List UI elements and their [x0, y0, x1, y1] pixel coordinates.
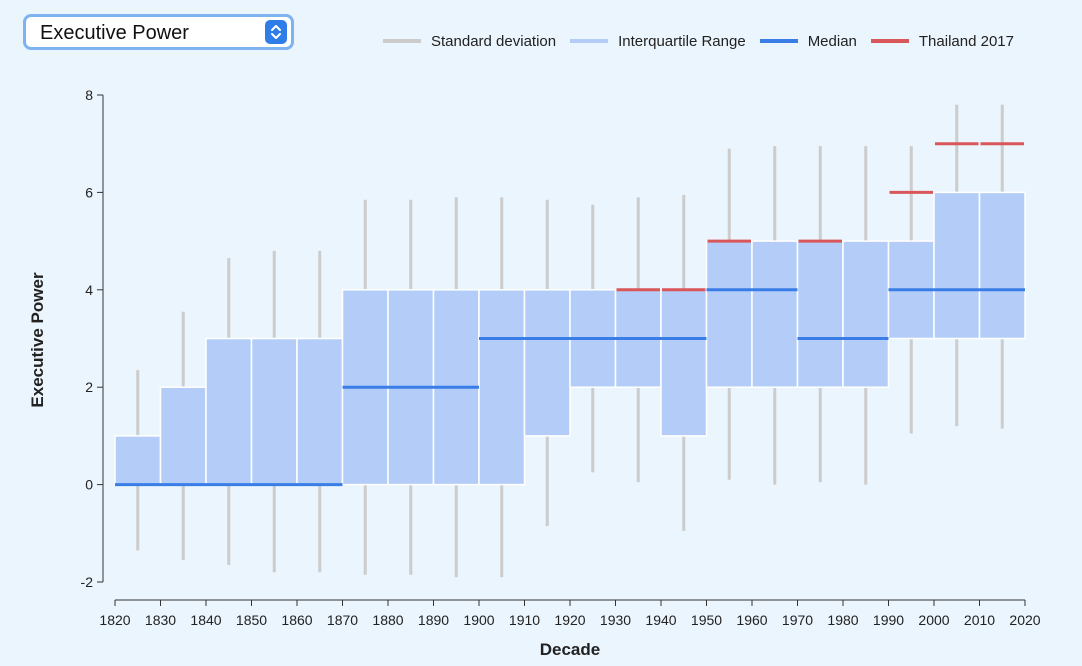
iqr-box-1970 — [796, 240, 844, 388]
y-tick-label-8: 8 — [85, 87, 93, 103]
x-tick-label-2000: 2000 — [918, 612, 949, 628]
legend-label-median: Median — [807, 32, 857, 50]
legend-item-iqr: Interquartile Range — [570, 33, 746, 50]
legend-swatch-highlight — [870, 39, 909, 43]
iqr-box-1980 — [842, 240, 890, 388]
legend-swatch-median — [759, 39, 798, 43]
x-tick-label-1870: 1870 — [327, 612, 358, 628]
x-tick-label-1990: 1990 — [873, 612, 904, 628]
iqr-box-1960 — [751, 240, 799, 388]
x-tick-label-1840: 1840 — [190, 612, 221, 628]
legend-label-iqr: Interquartile Range — [618, 32, 746, 50]
iqr-box-1820 — [114, 435, 162, 486]
iqr-box-1940 — [660, 289, 708, 437]
x-tick-label-1950: 1950 — [691, 612, 722, 628]
legend-label-highlight: Thailand 2017 — [918, 32, 1014, 50]
dropdown-selected-value: Executive Power — [40, 22, 189, 44]
x-tick-label-1890: 1890 — [418, 612, 449, 628]
iqr-box-1860 — [296, 337, 344, 486]
chevron-updown-icon[interactable] — [265, 20, 287, 44]
x-tick-label-1900: 1900 — [463, 612, 494, 628]
indicator-dropdown[interactable]: Executive Power — [23, 14, 294, 50]
y-tick-label--2: -2 — [81, 574, 94, 590]
x-tick-label-2010: 2010 — [964, 612, 995, 628]
iqr-box-2010 — [978, 191, 1026, 340]
y-axis-title: Executive Power — [28, 272, 47, 408]
legend-item-std: Standard deviation — [383, 33, 556, 50]
iqr-box-1850 — [250, 337, 298, 486]
x-tick-label-1910: 1910 — [509, 612, 540, 628]
legend-item-median: Median — [759, 32, 857, 50]
chart-legend: Standard deviation Interquartile Range M… — [383, 31, 1014, 51]
y-tick-label-4: 4 — [85, 282, 93, 298]
iqr-box-1950 — [705, 240, 753, 388]
x-tick-label-1970: 1970 — [782, 612, 813, 628]
legend-item-highlight: Thailand 2017 — [870, 32, 1014, 50]
legend-label-std: Standard deviation — [431, 32, 557, 50]
legend-swatch-iqr — [570, 39, 609, 43]
iqr-box-1830 — [159, 386, 207, 486]
x-tick-label-1930: 1930 — [600, 612, 631, 628]
x-tick-label-1880: 1880 — [372, 612, 403, 628]
x-tick-label-1860: 1860 — [281, 612, 312, 628]
y-tick-label-6: 6 — [85, 184, 93, 200]
x-tick-label-2020: 2020 — [1009, 612, 1040, 628]
x-axis-title: Decade — [540, 640, 600, 659]
x-tick-label-1920: 1920 — [554, 612, 585, 628]
iqr-box-2000 — [933, 191, 981, 340]
x-tick-label-1980: 1980 — [827, 612, 858, 628]
x-tick-label-1830: 1830 — [145, 612, 176, 628]
x-tick-label-1850: 1850 — [236, 612, 267, 628]
iqr-box-1910 — [523, 289, 571, 437]
y-tick-label-0: 0 — [85, 477, 93, 493]
legend-swatch-std — [383, 39, 421, 43]
iqr-box-1840 — [205, 337, 253, 486]
x-tick-label-1940: 1940 — [645, 612, 676, 628]
x-tick-label-1820: 1820 — [99, 612, 130, 628]
boxes-layer — [114, 104, 1026, 578]
iqr-box-1900 — [478, 289, 526, 486]
x-tick-label-1960: 1960 — [736, 612, 767, 628]
axes-layer: -2 0 2 4 6 8 1820 1830 1840 1850 1860 1870 1880 1890 1… — [81, 87, 1041, 628]
y-tick-label-2: 2 — [85, 379, 93, 395]
